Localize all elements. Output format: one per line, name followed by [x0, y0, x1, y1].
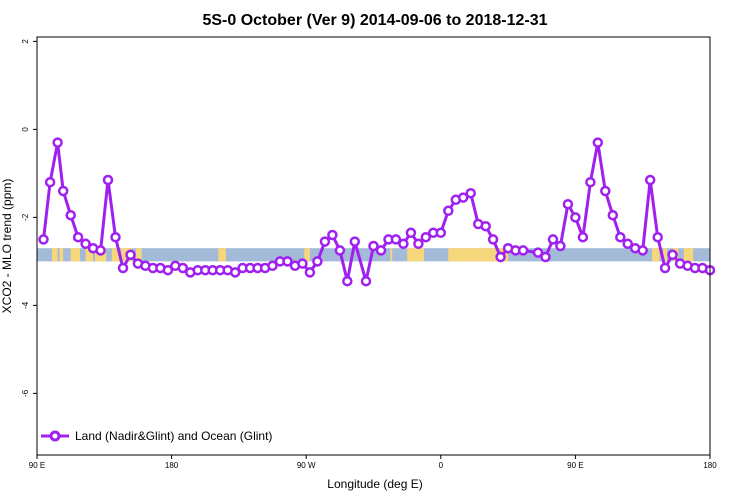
data-point: [457, 192, 469, 203]
data-point: [375, 245, 387, 256]
data-point: [517, 245, 529, 256]
y-tick-label: -6: [21, 389, 30, 397]
x-axis: 90 E 180 90 W 0 90 E 180: [29, 455, 717, 470]
land-segment: [85, 248, 94, 262]
land-segment: [407, 248, 424, 262]
data-point: [562, 198, 574, 210]
data-point: [267, 260, 278, 272]
data-point: [585, 176, 596, 188]
data-point: [547, 234, 559, 245]
data-point: [600, 185, 611, 197]
data-point: [637, 245, 648, 256]
data-point: [659, 262, 671, 274]
data-point: [368, 240, 379, 252]
y-axis: 2 0 -2 -4 -6: [21, 39, 37, 397]
data-point: [95, 245, 106, 256]
land-segment: [304, 248, 310, 262]
data-point: [652, 231, 663, 243]
data-point: [435, 227, 447, 239]
data-point: [44, 176, 56, 188]
data-point: [615, 231, 626, 243]
data-point: [443, 205, 454, 217]
y-tick-label: -2: [21, 213, 30, 221]
data-point: [57, 185, 69, 197]
data-point: [480, 220, 491, 232]
data-point: [532, 247, 544, 258]
land-segment: [652, 248, 660, 262]
land-segment: [51, 248, 58, 262]
plot-frame: [36, 36, 711, 456]
data-point: [312, 256, 323, 267]
land-segment: [683, 248, 694, 262]
data-point: [622, 238, 633, 250]
x-tick-label: 180: [703, 461, 717, 470]
data-point: [65, 209, 76, 221]
data-point: [405, 227, 417, 239]
data-point: [667, 249, 678, 261]
legend-label: Land (Nadir&Glint) and Ocean (Glint): [75, 429, 272, 443]
data-point: [102, 174, 114, 186]
land-segment: [218, 248, 226, 262]
data-point: [334, 245, 346, 256]
data-point: [327, 229, 338, 241]
data-point: [177, 262, 189, 274]
data-point: [229, 267, 241, 278]
x-tick-label: 90 E: [567, 461, 583, 470]
data-point: [319, 236, 331, 247]
data-point: [117, 262, 129, 274]
data-point: [607, 209, 619, 221]
data-point: [495, 251, 506, 263]
x-tick-label: 90 W: [297, 461, 316, 470]
land-segment: [59, 248, 64, 262]
data-point: [110, 231, 121, 243]
x-tick-label: 180: [165, 461, 179, 470]
data-point: [52, 137, 63, 148]
data-point: [304, 267, 316, 278]
land-segment: [663, 248, 668, 262]
y-tick-label: 2: [21, 39, 30, 44]
y-tick-label: -4: [21, 301, 30, 309]
data-point: [38, 234, 49, 245]
land-segment: [448, 248, 509, 262]
data-point: [162, 264, 174, 276]
series-layer: [38, 137, 716, 287]
data-point: [570, 212, 581, 223]
data-point: [80, 238, 91, 250]
legend: Land (Nadir&Glint) and Ocean (Glint): [41, 429, 272, 443]
chart-title: 5S-0 October (Ver 9) 2014-09-06 to 2018-…: [202, 12, 547, 29]
data-point: [413, 238, 424, 250]
data-point: [297, 258, 308, 269]
data-point: [398, 238, 409, 250]
data-point: [390, 234, 402, 245]
data-point: [577, 231, 589, 243]
data-point: [420, 231, 432, 243]
x-tick-label: 0: [439, 461, 444, 470]
data-point: [487, 234, 499, 245]
data-point: [360, 275, 372, 287]
land-segment: [136, 248, 142, 262]
land-segment: [111, 248, 120, 262]
y-tick-label: 0: [21, 127, 30, 132]
legend-marker: [49, 430, 61, 442]
data-point: [540, 251, 551, 263]
y-axis-title: XCO2 - MLO trend (ppm): [0, 179, 14, 314]
data-point: [555, 240, 566, 252]
land-segment: [70, 248, 80, 262]
land-segment: [390, 248, 393, 262]
data-point: [592, 137, 604, 148]
data-point: [282, 256, 293, 267]
data-point: [349, 236, 361, 247]
data-point: [465, 187, 476, 199]
data-point: [644, 174, 656, 186]
x-tick-label: 90 E: [29, 461, 45, 470]
data-point: [72, 231, 84, 243]
data-point: [342, 275, 353, 287]
x-axis-title: Longitude (deg E): [327, 477, 422, 491]
data-point: [125, 249, 136, 261]
